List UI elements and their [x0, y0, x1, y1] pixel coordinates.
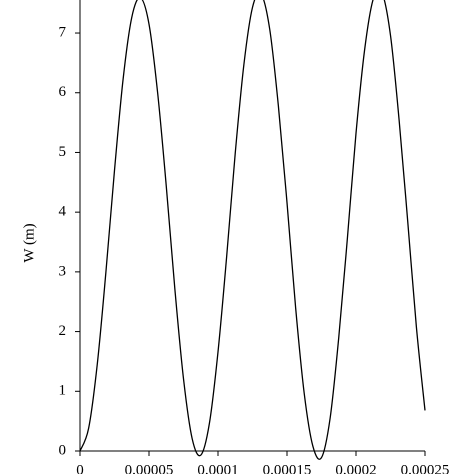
y-tick-label: 7 [59, 24, 67, 40]
y-tick-label: 0 [59, 442, 67, 458]
x-tick-label: 0.0001 [197, 462, 238, 474]
y-tick-label: 1 [59, 383, 67, 399]
x-tick-label: 0.00005 [125, 462, 174, 474]
y-tick-label: 3 [59, 263, 67, 279]
x-tick-label: 0.00025 [401, 462, 450, 474]
y-tick-label: 5 [59, 144, 67, 160]
x-tick-label: 0 [76, 462, 84, 474]
x-tick-label: 0.0002 [335, 462, 376, 474]
y-axis-label: W (m) [21, 223, 37, 262]
x-tick-label: 0.00015 [263, 462, 312, 474]
y-tick-label: 6 [59, 84, 67, 100]
y-tick-label: 2 [59, 323, 67, 339]
y-tick-label: 4 [59, 204, 67, 220]
data-line [79, 0, 426, 460]
